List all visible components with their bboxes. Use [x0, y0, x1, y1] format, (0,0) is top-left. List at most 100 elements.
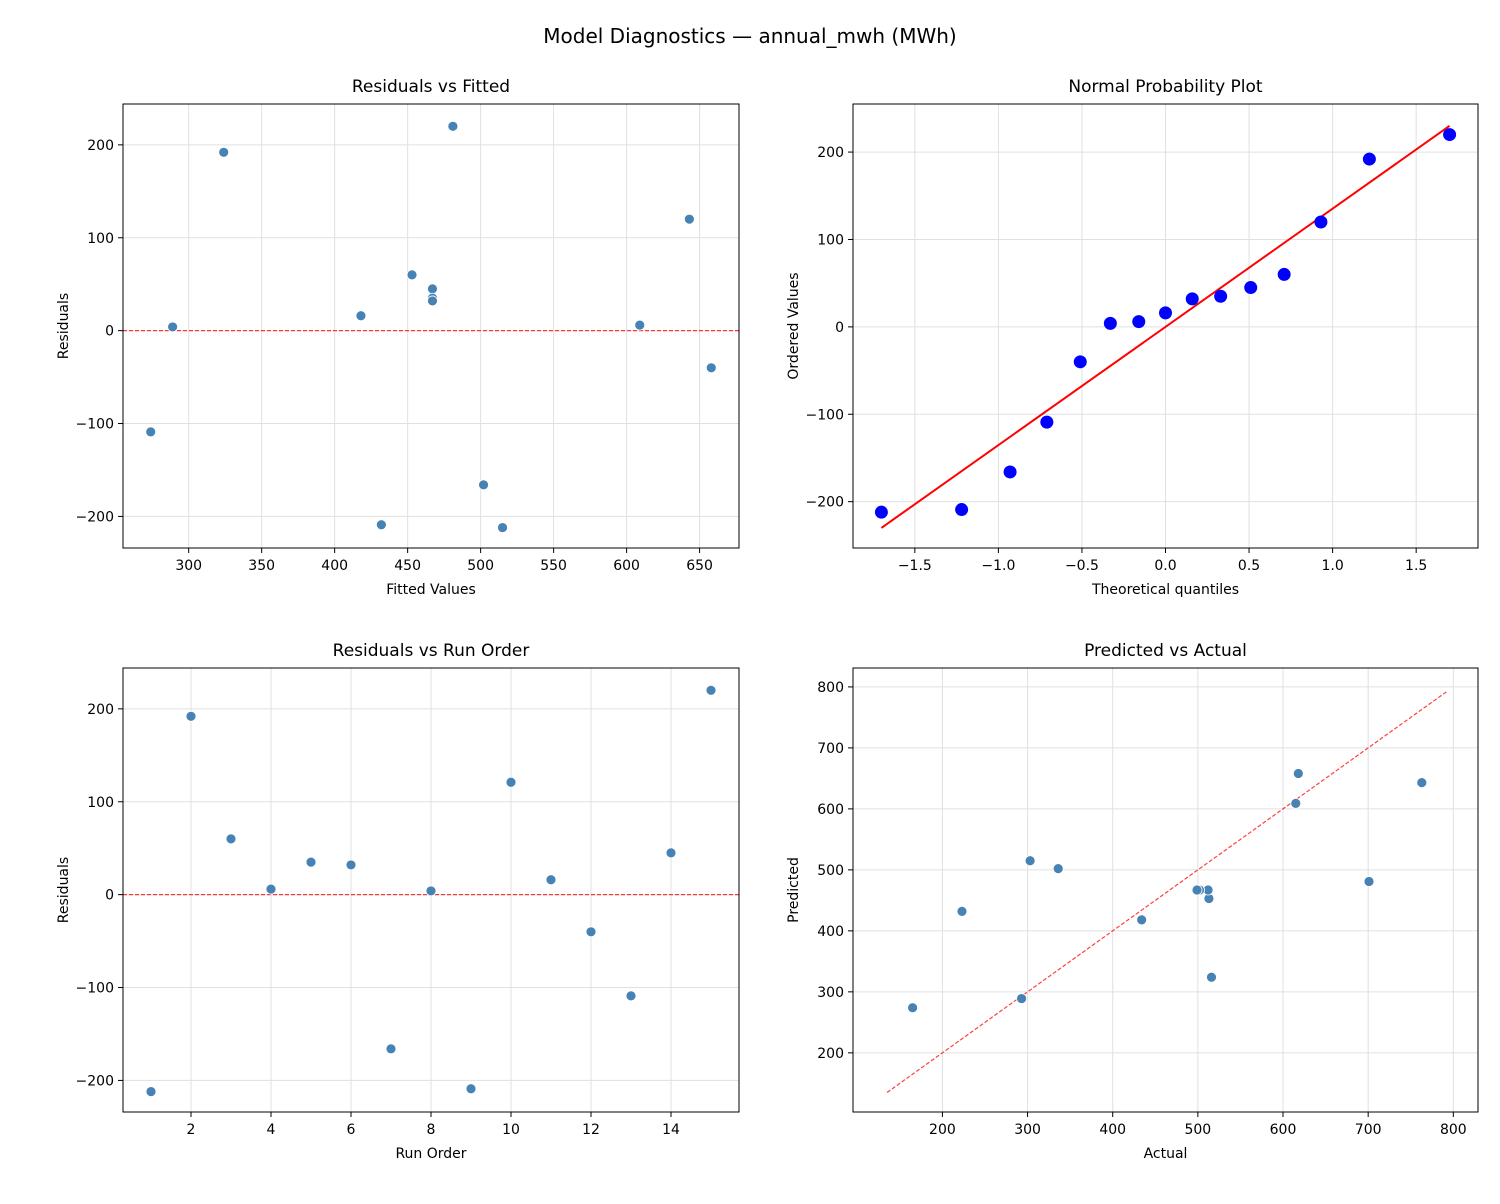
data-point [305, 856, 317, 868]
x-tick-label: 500 [1184, 1122, 1211, 1138]
y-tick-label: −100 [76, 417, 114, 433]
data-point [497, 522, 508, 533]
y-tick-label: 300 [817, 985, 844, 1001]
subplot-title: Predicted vs Actual [1084, 641, 1247, 661]
subplot-1: 300 350 400 450 500 550 600 650 −200 −100 0 100 200 R… [56, 77, 740, 598]
data-point [705, 684, 717, 696]
x-tick-label: 450 [394, 558, 421, 574]
y-tick-label: 100 [87, 231, 114, 247]
data-point [425, 885, 437, 897]
data-point [683, 213, 695, 225]
y-tick-label: −200 [76, 1073, 114, 1089]
data-point [385, 1043, 397, 1055]
y-axis-label: Predicted [786, 857, 802, 923]
plot-frame [122, 667, 740, 1113]
data-point [1016, 993, 1027, 1004]
subplot-title: Residuals vs Fitted [352, 77, 510, 97]
data-point [1277, 267, 1291, 281]
data-point [665, 847, 677, 859]
data-point [1443, 128, 1457, 142]
data-point [1314, 215, 1328, 229]
subplot-4: 200 300 400 500 600 700 800 200 300 400 500 600 700 8… [786, 641, 1479, 1162]
data-point [225, 833, 237, 845]
subplot-2: −1.5 −1.0 −0.5 0.0 0.5 1.0 1.5 −200 −100 0 100 200 N… [786, 77, 1479, 598]
data-point [447, 120, 459, 132]
data-point [625, 990, 637, 1002]
y-tick-label: 600 [817, 802, 844, 818]
y-tick-label: 0 [105, 888, 114, 904]
x-tick-label: 2 [187, 1122, 196, 1138]
data-point [427, 295, 438, 307]
data-point [874, 505, 888, 519]
y-tick-label: −200 [806, 495, 844, 511]
y-tick-label: 500 [817, 863, 844, 879]
x-axis-label: Theoretical quantiles [1091, 582, 1239, 598]
x-tick-label: 10 [502, 1122, 520, 1138]
figure-title: Model Diagnostics — annual_mwh (MWh) [543, 24, 956, 48]
data-point [1136, 914, 1148, 926]
y-tick-label: 700 [817, 741, 844, 757]
data-point [427, 283, 438, 295]
data-point [185, 710, 197, 722]
data-point [1003, 465, 1017, 479]
y-tick-label: 100 [87, 795, 114, 811]
data-point [406, 269, 418, 281]
data-point [505, 776, 517, 788]
x-tick-label: 0.0 [1154, 558, 1176, 574]
data-point [955, 503, 969, 517]
y-tick-label: 400 [817, 924, 844, 940]
x-tick-label: 4 [267, 1122, 276, 1138]
data-point [1159, 306, 1172, 320]
x-tick-label: 300 [175, 558, 202, 574]
data-point [167, 321, 179, 333]
x-tick-label: 6 [347, 1122, 356, 1138]
x-axis-label: Run Order [395, 1146, 466, 1162]
x-tick-label: 500 [467, 558, 494, 574]
x-tick-label: 1.5 [1405, 558, 1427, 574]
data-point [478, 479, 489, 491]
x-tick-label: −1.5 [898, 558, 932, 574]
data-point [1052, 863, 1064, 875]
y-tick-label: 200 [817, 145, 844, 161]
x-tick-label: 0.5 [1238, 558, 1260, 574]
data-point [345, 859, 357, 871]
x-tick-label: −0.5 [1065, 558, 1099, 574]
y-tick-label: −100 [76, 981, 114, 997]
data-point [1362, 152, 1376, 166]
y-axis-label: Residuals [56, 293, 72, 359]
data-point [145, 1086, 157, 1097]
data-point [634, 319, 646, 331]
data-point [1073, 355, 1087, 369]
x-tick-label: 350 [248, 558, 275, 574]
data-point [1290, 797, 1302, 809]
y-tick-label: 0 [105, 324, 114, 340]
y-axis-label: Ordered Values [786, 272, 802, 379]
x-tick-label: 600 [1270, 1122, 1297, 1138]
y-tick-label: −200 [76, 509, 114, 525]
data-point [1132, 315, 1146, 329]
data-point [705, 362, 717, 374]
plot-frame [852, 103, 1479, 549]
y-tick-label: 200 [817, 1046, 844, 1062]
data-point [1024, 855, 1036, 867]
data-point [545, 874, 557, 886]
plot-frame [852, 667, 1479, 1113]
y-tick-label: −100 [806, 407, 844, 423]
data-point [145, 426, 157, 438]
data-point [1103, 316, 1117, 330]
data-point [375, 519, 387, 531]
subplot-title: Residuals vs Run Order [333, 641, 530, 661]
identity-reference-line [886, 690, 1448, 1093]
x-tick-label: 800 [1440, 1122, 1467, 1138]
data-point [218, 146, 230, 158]
y-axis-label: Residuals [56, 857, 72, 923]
qq-fit-line [880, 125, 1451, 529]
subplot-3: 2 4 6 8 10 12 14 −200 −100 0 100 200 Residuals vs Ru… [56, 641, 740, 1162]
x-tick-label: 700 [1355, 1122, 1382, 1138]
data-point [907, 1002, 919, 1014]
x-tick-label: 1.0 [1321, 558, 1343, 574]
x-tick-label: 400 [1099, 1122, 1126, 1138]
y-tick-label: 100 [817, 232, 844, 248]
x-tick-label: 550 [540, 558, 567, 574]
